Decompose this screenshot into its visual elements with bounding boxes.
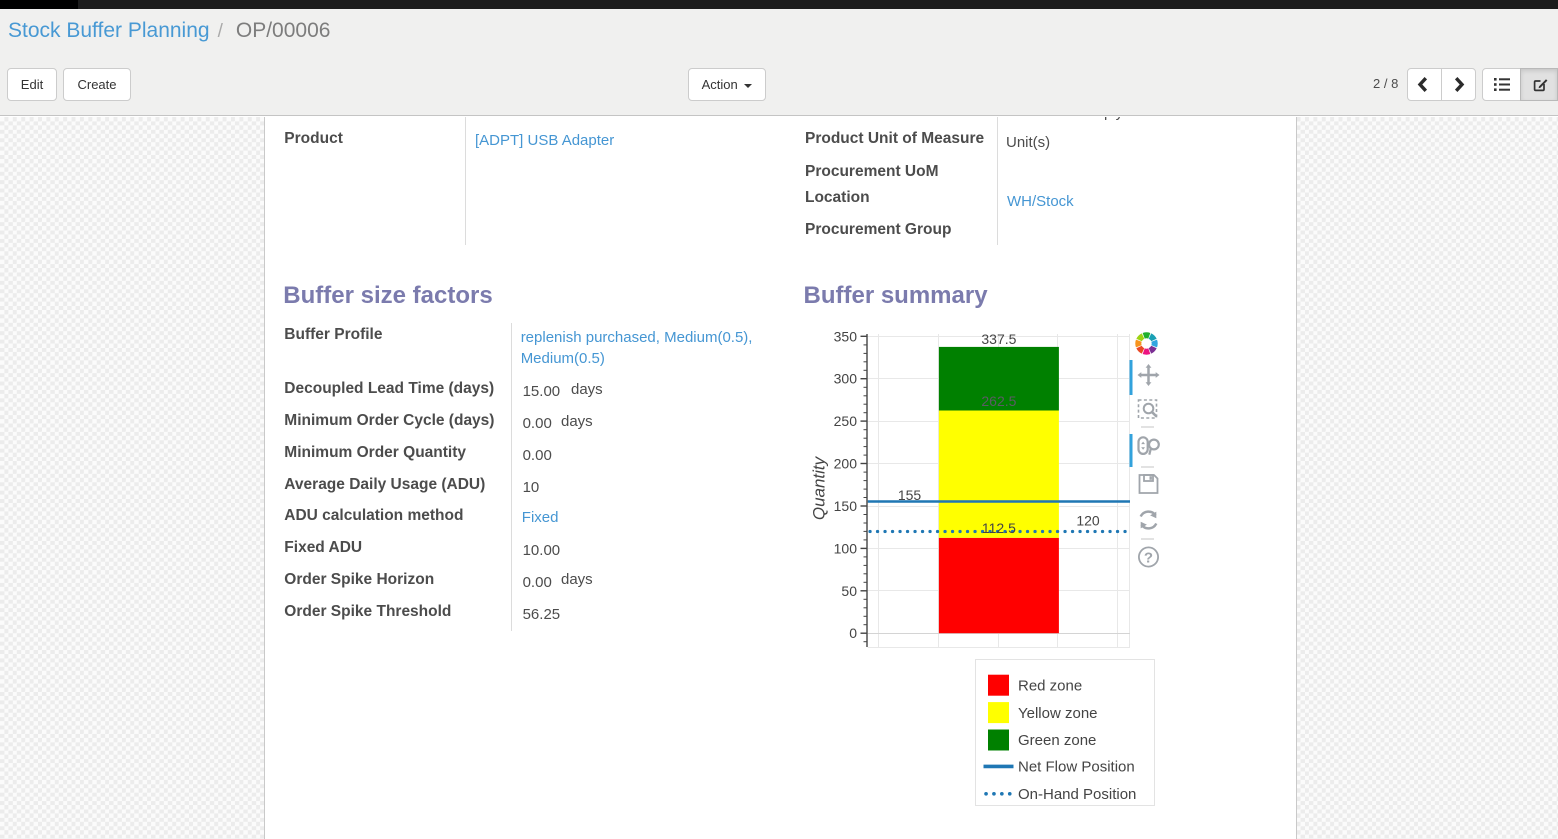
svg-text:112.5: 112.5 xyxy=(982,520,1016,536)
svg-text:100: 100 xyxy=(834,540,858,556)
svg-text:Net Flow Position: Net Flow Position xyxy=(1018,759,1135,776)
svg-text:Yellow zone: Yellow zone xyxy=(1018,705,1098,722)
svg-text:200: 200 xyxy=(834,456,858,472)
svg-text:Red zone: Red zone xyxy=(1018,677,1082,694)
svg-text:350: 350 xyxy=(834,328,858,344)
svg-text:262.5: 262.5 xyxy=(981,393,1016,409)
svg-text:150: 150 xyxy=(834,498,858,514)
svg-text:337.5: 337.5 xyxy=(981,331,1016,347)
svg-text:250: 250 xyxy=(834,413,858,429)
svg-text:Green zone: Green zone xyxy=(1018,732,1096,749)
svg-text:Quantity: Quantity xyxy=(810,455,829,520)
svg-text:120: 120 xyxy=(1076,512,1100,528)
svg-text:?: ? xyxy=(1144,550,1153,567)
svg-text:155: 155 xyxy=(898,487,922,503)
svg-text:On-Hand Position: On-Hand Position xyxy=(1018,786,1136,803)
svg-text:300: 300 xyxy=(834,371,858,387)
svg-text:50: 50 xyxy=(841,583,857,599)
svg-text:0: 0 xyxy=(849,625,857,641)
